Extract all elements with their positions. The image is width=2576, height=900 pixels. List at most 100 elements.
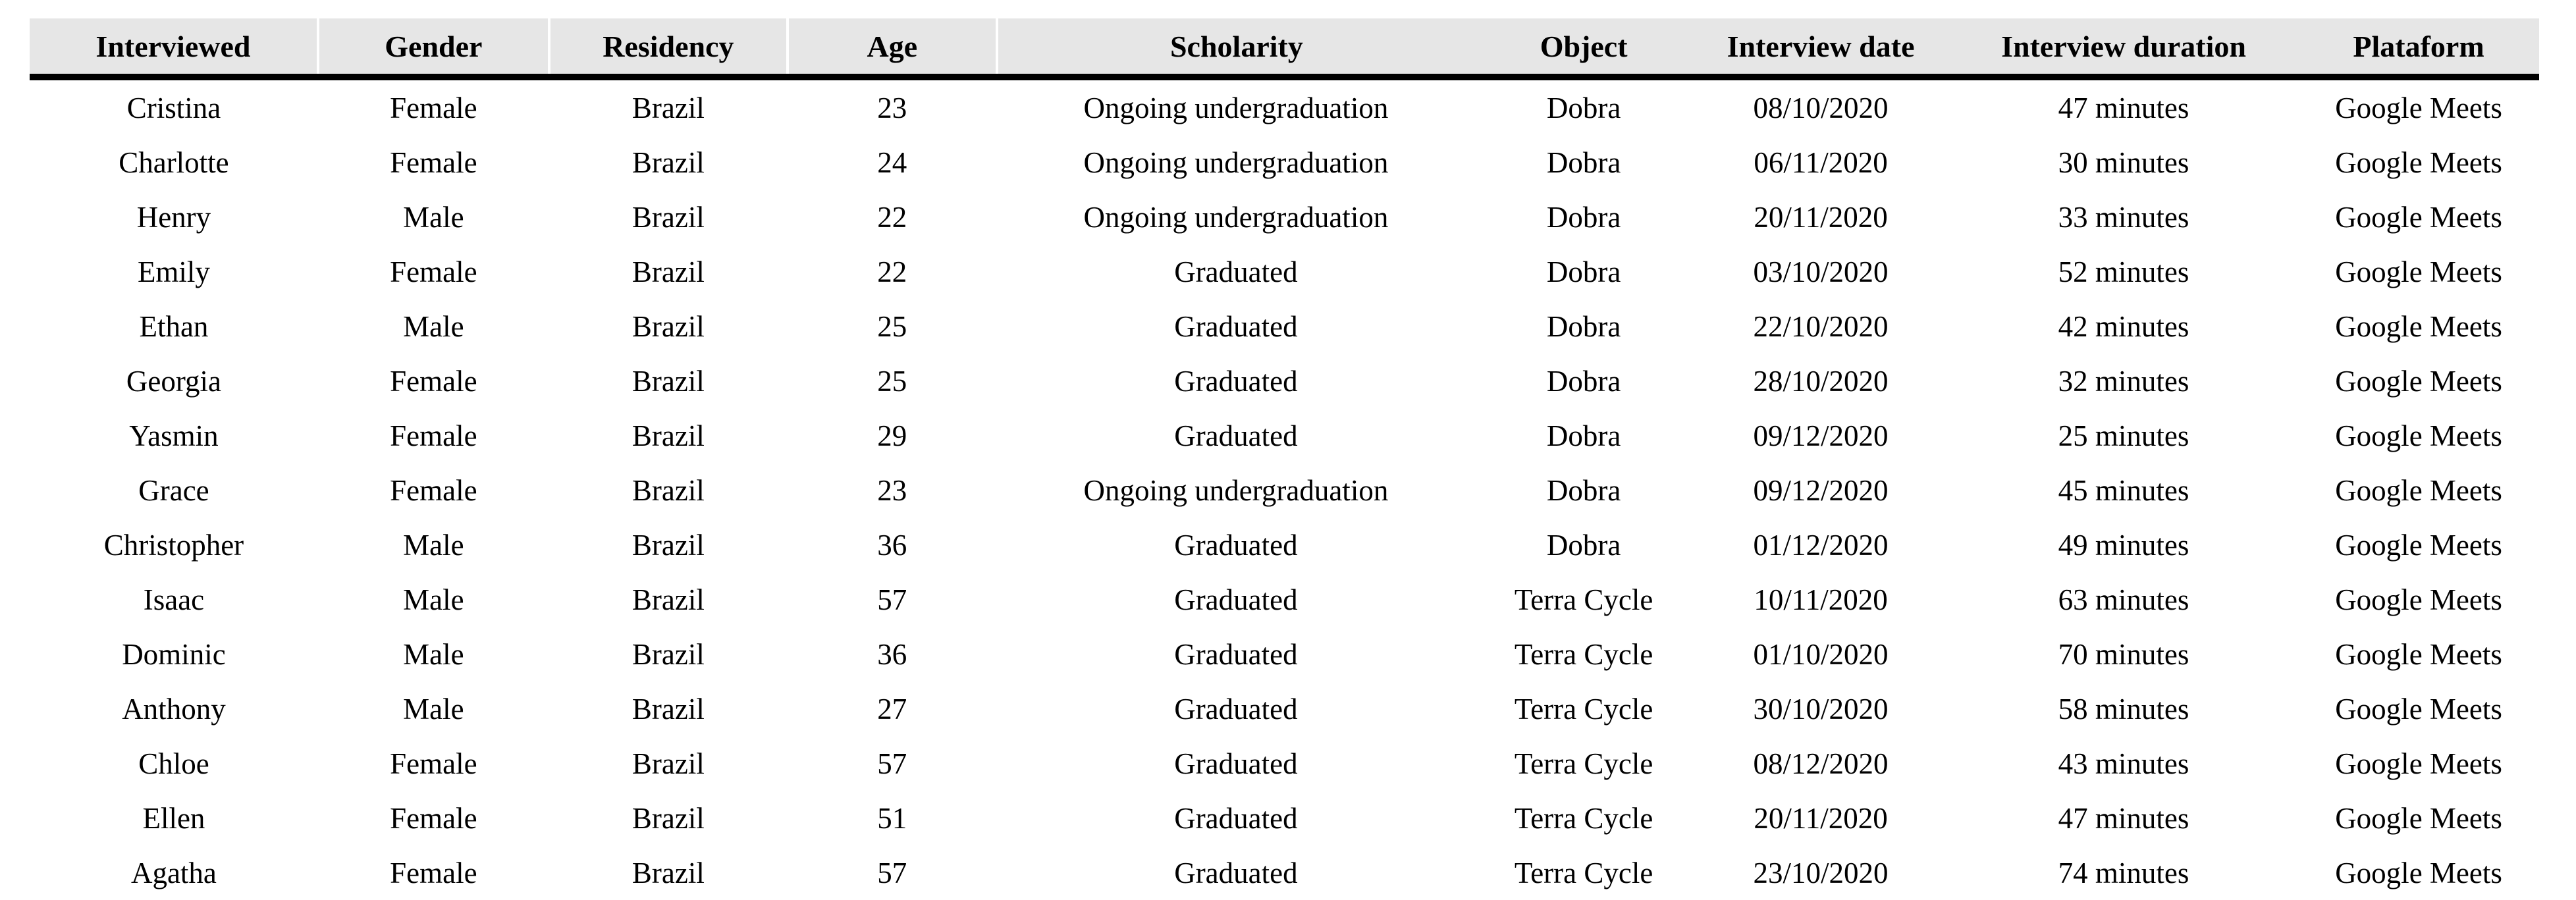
cell-gender: Female bbox=[390, 856, 477, 889]
cell-platform: Google Meets bbox=[2335, 856, 2502, 889]
table-row: Emily Female Brazil 22 Graduated Dobra 03/10/2… bbox=[30, 244, 2539, 299]
cell-object: Terra Cycle bbox=[1514, 637, 1653, 671]
cell-interview-duration: 52 minutes bbox=[2058, 255, 2189, 288]
cell-gender: Female bbox=[390, 747, 477, 780]
cell-age: 23 bbox=[877, 473, 907, 507]
table-row: Ethan Male Brazil 25 Graduated Dobra 22/10/202… bbox=[30, 299, 2539, 354]
cell-gender: Female bbox=[390, 255, 477, 288]
cell-interview-date: 01/12/2020 bbox=[1753, 528, 1889, 562]
cell-object: Terra Cycle bbox=[1514, 747, 1653, 780]
cell-scholarity: Graduated bbox=[1174, 637, 1298, 671]
table-row: Anthony Male Brazil 27 Graduated Terra Cycle 3… bbox=[30, 681, 2539, 736]
cell-interview-date: 28/10/2020 bbox=[1753, 364, 1889, 398]
table-row: Cristina Female Brazil 23 Ongoing undergradu… bbox=[30, 77, 2539, 135]
cell-interviewed: Ethan bbox=[139, 309, 209, 343]
cell-gender: Female bbox=[390, 419, 477, 452]
cell-gender: Female bbox=[390, 364, 477, 398]
cell-interview-duration: 32 minutes bbox=[2058, 364, 2189, 398]
cell-interview-date: 08/10/2020 bbox=[1753, 91, 1889, 124]
cell-residency: Brazil bbox=[631, 309, 705, 343]
cell-interview-duration: 25 minutes bbox=[2058, 419, 2189, 452]
cell-interview-date: 06/11/2020 bbox=[1754, 146, 1888, 179]
cell-scholarity: Graduated bbox=[1174, 692, 1298, 726]
table-row: Yasmin Female Brazil 29 Graduated Dobra 09/12/… bbox=[30, 408, 2539, 463]
cell-residency: Brazil bbox=[631, 856, 705, 889]
cell-age: 25 bbox=[877, 364, 907, 398]
cell-interview-date: 09/12/2020 bbox=[1753, 473, 1889, 507]
cell-gender: Female bbox=[390, 146, 477, 179]
cell-residency: Brazil bbox=[631, 528, 705, 562]
cell-object: Dobra bbox=[1546, 255, 1621, 288]
cell-age: 22 bbox=[877, 255, 907, 288]
cell-interviewed: Charlotte bbox=[119, 146, 229, 179]
column-header-interviewed: Interviewed bbox=[30, 18, 319, 80]
cell-gender: Female bbox=[390, 91, 477, 124]
cell-object: Dobra bbox=[1546, 364, 1621, 398]
table-row: Charlotte Female Brazil 24 Ongoing undergrad… bbox=[30, 135, 2539, 190]
cell-interviewed: Cristina bbox=[126, 91, 221, 124]
header-row: Interviewed Gender Residency Age Scholar… bbox=[30, 18, 2539, 80]
cell-platform: Google Meets bbox=[2335, 637, 2502, 671]
cell-residency: Brazil bbox=[631, 91, 705, 124]
cell-residency: Brazil bbox=[631, 637, 705, 671]
cell-residency: Brazil bbox=[631, 801, 705, 835]
cell-residency: Brazil bbox=[631, 364, 705, 398]
cell-residency: Brazil bbox=[631, 419, 705, 452]
cell-interviewed: Henry bbox=[136, 200, 211, 234]
cell-gender: Male bbox=[403, 692, 464, 726]
interview-participants-table: Interviewed Gender Residency Age Scholar… bbox=[30, 18, 2539, 900]
cell-residency: Brazil bbox=[631, 747, 705, 780]
cell-residency: Brazil bbox=[631, 255, 705, 288]
cell-interviewed: Dominic bbox=[122, 637, 226, 671]
cell-platform: Google Meets bbox=[2335, 146, 2502, 179]
cell-gender: Male bbox=[403, 309, 464, 343]
cell-scholarity: Graduated bbox=[1174, 309, 1298, 343]
cell-age: 57 bbox=[877, 583, 907, 616]
cell-residency: Brazil bbox=[631, 200, 705, 234]
cell-residency: Brazil bbox=[631, 583, 705, 616]
cell-object: Dobra bbox=[1546, 528, 1621, 562]
cell-interview-duration: 70 minutes bbox=[2058, 637, 2189, 671]
cell-age: 25 bbox=[877, 309, 907, 343]
table-header: Interviewed Gender Residency Age Scholar… bbox=[30, 18, 2539, 80]
cell-interviewed: Yasmin bbox=[129, 419, 219, 452]
cell-age: 57 bbox=[877, 856, 907, 889]
cell-scholarity: Ongoing undergraduation bbox=[1083, 91, 1389, 124]
cell-interview-date: 30/10/2020 bbox=[1753, 692, 1889, 726]
cell-object: Dobra bbox=[1546, 200, 1621, 234]
cell-interviewed: Agatha bbox=[130, 856, 217, 889]
cell-platform: Google Meets bbox=[2335, 801, 2502, 835]
cell-interview-date: 03/10/2020 bbox=[1753, 255, 1889, 288]
column-header-object: Object bbox=[1475, 18, 1693, 80]
cell-object: Dobra bbox=[1546, 91, 1621, 124]
cell-interviewed: Isaac bbox=[143, 583, 205, 616]
cell-interview-duration: 47 minutes bbox=[2058, 801, 2189, 835]
cell-gender: Male bbox=[403, 583, 464, 616]
cell-age: 22 bbox=[877, 200, 907, 234]
cell-scholarity: Graduated bbox=[1174, 583, 1298, 616]
cell-scholarity: Graduated bbox=[1174, 419, 1298, 452]
cell-platform: Google Meets bbox=[2335, 583, 2502, 616]
cell-scholarity: Graduated bbox=[1174, 801, 1298, 835]
cell-residency: Brazil bbox=[631, 473, 705, 507]
cell-interviewed: Ellen bbox=[142, 801, 205, 835]
cell-residency: Brazil bbox=[631, 692, 705, 726]
cell-interview-date: 22/10/2020 bbox=[1753, 309, 1889, 343]
cell-interview-duration: 30 minutes bbox=[2058, 146, 2189, 179]
column-header-residency: Residency bbox=[549, 18, 789, 80]
table-row: Isaac Male Brazil 57 Graduated Terra Cycle 10/… bbox=[30, 572, 2539, 627]
cell-gender: Male bbox=[403, 637, 464, 671]
cell-interviewed: Anthony bbox=[122, 692, 226, 726]
cell-interview-duration: 45 minutes bbox=[2058, 473, 2189, 507]
cell-interview-date: 08/12/2020 bbox=[1753, 747, 1889, 780]
cell-residency: Brazil bbox=[631, 146, 705, 179]
cell-scholarity: Graduated bbox=[1174, 747, 1298, 780]
table-row: Chloe Female Brazil 57 Graduated Terra Cycle 0… bbox=[30, 736, 2539, 791]
table-row: Ellen Female Brazil 51 Graduated Terra Cycle 2… bbox=[30, 791, 2539, 845]
cell-interview-date: 20/11/2020 bbox=[1754, 200, 1888, 234]
column-header-age: Age bbox=[787, 18, 998, 80]
cell-age: 57 bbox=[877, 747, 907, 780]
table-row: Dominic Male Brazil 36 Graduated Terra Cycle 0… bbox=[30, 627, 2539, 681]
cell-interview-duration: 49 minutes bbox=[2058, 528, 2189, 562]
column-header-interview-date: Interview date bbox=[1692, 18, 1949, 80]
